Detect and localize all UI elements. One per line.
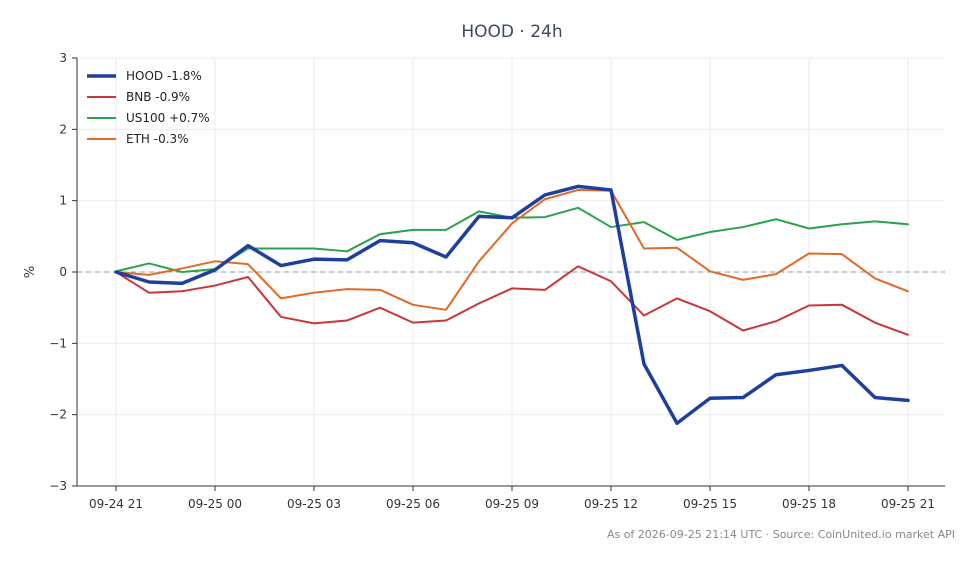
y-tick-label: 0 [59, 265, 67, 279]
x-tick-label: 09-25 09 [485, 497, 539, 511]
y-tick-label: 2 [59, 122, 67, 136]
series-lines [114, 184, 910, 425]
y-tick-label: −2 [49, 408, 67, 422]
x-tick-label: 09-25 15 [683, 497, 737, 511]
y-tick-label: 3 [59, 51, 67, 65]
x-tick-label: 09-25 12 [584, 497, 638, 511]
axes: 3 2 1 0 −1 −2 −3 09-24 21 09-25 00 09-25 03 09-25 … [49, 51, 945, 511]
y-tick-label: −1 [49, 336, 67, 350]
legend-label-1: BNB -0.9% [126, 90, 190, 104]
x-tick-label: 09-25 21 [881, 497, 935, 511]
x-tick-label: 09-24 21 [89, 497, 143, 511]
legend-label-3: ETH -0.3% [126, 132, 189, 146]
y-tick-label: 1 [59, 194, 67, 208]
series-line-0 [114, 184, 910, 425]
legend: HOOD -1.8% BNB -0.9% US100 +0.7% ETH -0.3% [87, 69, 210, 146]
series-line-3 [115, 188, 909, 311]
x-tick-label: 09-25 00 [188, 497, 242, 511]
footer-note: As of 2026-09-25 21:14 UTC · Source: Coi… [607, 528, 955, 541]
x-tick-label: 09-25 06 [386, 497, 440, 511]
legend-label-2: US100 +0.7% [126, 111, 210, 125]
x-tick-label: 09-25 18 [782, 497, 836, 511]
chart-title: HOOD · 24h [461, 22, 562, 42]
y-axis-label: % [23, 266, 38, 278]
x-tick-label: 09-25 03 [287, 497, 341, 511]
legend-label-0: HOOD -1.8% [126, 69, 202, 83]
series-line-1 [115, 265, 909, 336]
y-tick-label: −3 [49, 479, 67, 493]
